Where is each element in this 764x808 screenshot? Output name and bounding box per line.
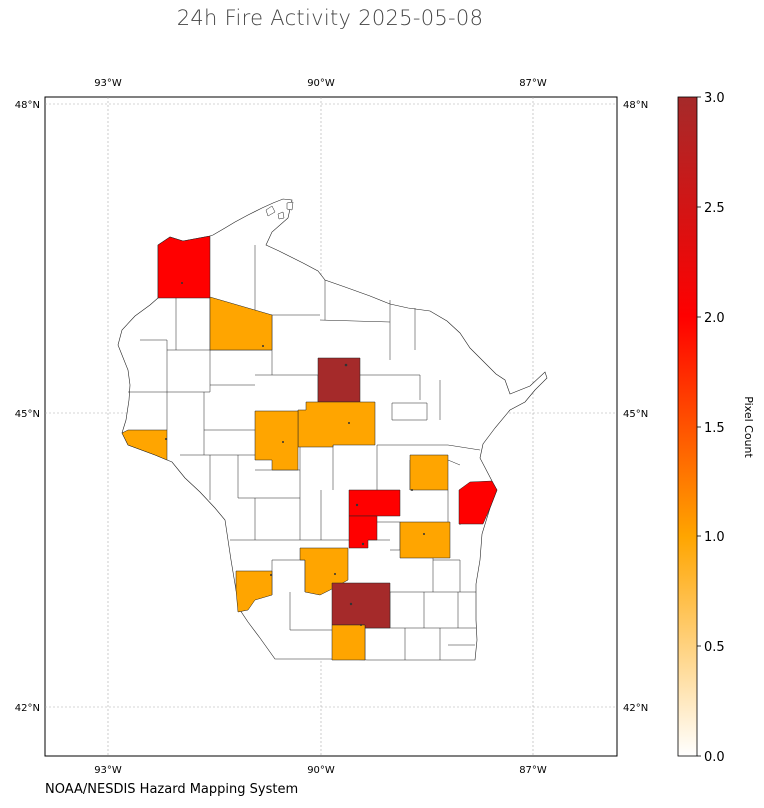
colorbar-ticks <box>697 96 701 757</box>
map-title: 24h Fire Activity 2025-05-08 <box>176 6 484 30</box>
colorbar-gradient <box>677 96 698 757</box>
fire-counties <box>121 235 498 661</box>
fire-county <box>331 582 391 629</box>
fire-county <box>331 624 366 661</box>
apostle-islands <box>265 201 294 220</box>
fire-county <box>348 515 378 549</box>
colorbar-tick-4: 2.0 <box>704 311 725 326</box>
lon-tick-top-93: 93°W <box>94 78 122 89</box>
fire-point <box>348 422 350 424</box>
lon-tick-top-87: 87°W <box>519 78 547 89</box>
fire-point <box>411 489 413 491</box>
lat-tick-left-42: 42°N <box>15 703 40 714</box>
fire-point <box>355 503 359 507</box>
fire-point <box>349 602 353 606</box>
fire-point <box>262 345 264 347</box>
fire-point <box>360 624 362 626</box>
fire-county <box>348 489 401 517</box>
fire-county <box>297 401 376 448</box>
fire-point <box>423 533 425 535</box>
fire-detections <box>165 282 425 626</box>
lat-tick-right-48: 48°N <box>623 100 648 111</box>
fire-county <box>409 454 449 491</box>
source-credit: NOAA/NESDIS Hazard Mapping System <box>45 782 299 797</box>
fire-county <box>399 521 451 559</box>
lon-tick-bottom-87: 87°W <box>519 765 547 776</box>
fire-county <box>458 480 498 525</box>
colorbar-tick-6: 3.0 <box>704 91 725 106</box>
fire-point <box>181 282 183 284</box>
lon-tick-bottom-93: 93°W <box>94 765 122 776</box>
fire-point <box>361 542 365 546</box>
lat-tick-right-45: 45°N <box>623 409 648 420</box>
lat-tick-right-42: 42°N <box>623 703 648 714</box>
fire-point <box>334 573 336 575</box>
lon-tick-bottom-90: 90°W <box>307 765 335 776</box>
colorbar-label: Pixel Count <box>742 396 755 458</box>
colorbar-tick-2: 1.0 <box>704 530 725 545</box>
colorbar-tick-1: 0.5 <box>704 640 725 655</box>
colorbar: 0.0 0.5 1.0 1.5 2.0 2.5 3.0 Pixel Count <box>677 91 755 765</box>
colorbar-tick-3: 1.5 <box>704 421 725 436</box>
fire-county <box>209 296 273 351</box>
fire-point <box>165 438 167 440</box>
lon-tick-top-90: 90°W <box>307 78 335 89</box>
lat-tick-left-45: 45°N <box>15 409 40 420</box>
colorbar-tick-0: 0.0 <box>704 750 725 765</box>
fire-county <box>317 357 361 403</box>
colorbar-tick-5: 2.5 <box>704 201 725 216</box>
lat-tick-left-48: 48°N <box>15 100 40 111</box>
fire-point <box>270 574 272 576</box>
fire-county <box>121 429 168 461</box>
fire-point <box>282 441 284 443</box>
fire-county <box>157 235 211 299</box>
fire-point <box>344 363 348 367</box>
fire-county <box>254 410 299 471</box>
